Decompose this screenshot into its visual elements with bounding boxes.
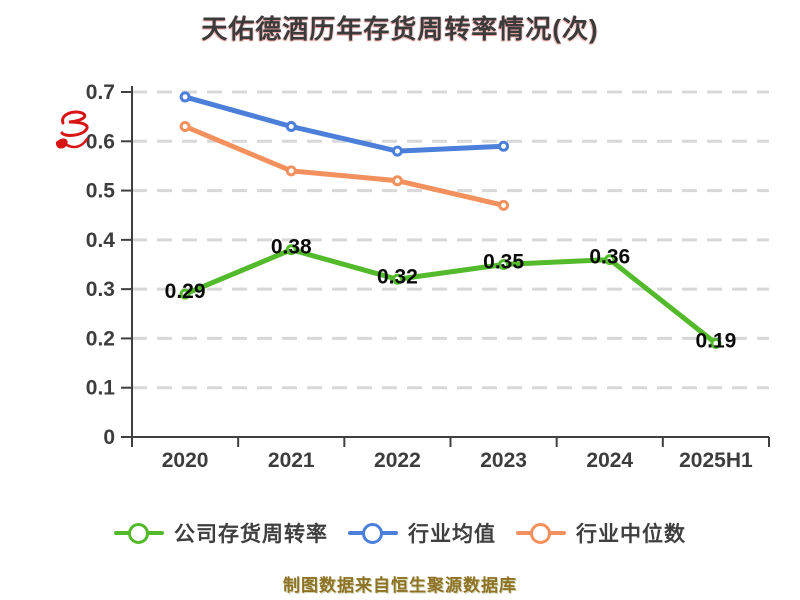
industry-median-point (285, 165, 297, 177)
data-point-label: 0.38 (271, 236, 312, 259)
legend-label: 公司存货周转率 (174, 523, 328, 546)
industry-median-line (182, 124, 507, 208)
red-scribble-watermark-icon (55, 110, 89, 149)
company-turnover-point (604, 254, 616, 266)
legend-item-industry-median[interactable]: 行业中位数 (516, 518, 686, 548)
legend-label: 行业中位数 (576, 523, 686, 546)
data-point-label: 0.32 (377, 265, 418, 288)
data-point-label: 0.36 (589, 246, 630, 269)
chart-legend: 公司存货周转率 行业均值 行业中位数 (0, 518, 800, 548)
y-axis-label: 0.2 (86, 327, 115, 350)
company-turnover-point (179, 288, 191, 300)
line-chart: 0 0.1 0.2 0.3 0.4 0.5 0.6 0.7 2020 2021 2022 2023 20… (86, 81, 770, 472)
y-axis-label: 0.4 (86, 229, 116, 252)
y-axis-label: 0 (103, 426, 115, 449)
y-axis-label: 0.6 (86, 130, 115, 153)
data-point-label: 0.35 (483, 251, 524, 274)
line-dot-marker-icon (516, 522, 566, 544)
industry-average-point (391, 145, 403, 157)
legend-item-industry-average[interactable]: 行业均值 (348, 518, 496, 548)
line-dot-marker-icon (348, 522, 398, 544)
data-source-note: 制图数据来自恒生聚源数据库 (283, 576, 517, 595)
legend-label: 行业均值 (408, 523, 496, 546)
data-point-label: 0.29 (165, 280, 206, 303)
chart-title: 天佑德酒历年存货周转率情况(次) (201, 14, 599, 44)
y-axis-label: 0.1 (86, 377, 116, 400)
company-turnover-point (391, 273, 403, 285)
x-axis-label: 2024 (586, 449, 633, 472)
industry-median-point (498, 199, 510, 211)
y-axis-label: 0.3 (86, 278, 115, 301)
line-dot-marker-icon (114, 522, 164, 544)
y-axis-label: 0.7 (86, 81, 115, 104)
company-turnover-line (182, 247, 719, 346)
x-axis-label: 2021 (268, 449, 315, 472)
industry-average-point (285, 121, 297, 132)
x-axis-label: 2025H1 (679, 449, 753, 472)
data-point-label: 0.19 (695, 329, 736, 352)
company-turnover-point (710, 337, 722, 349)
industry-median-point (391, 175, 403, 187)
x-axis-label: 2020 (162, 449, 209, 472)
company-turnover-point (498, 259, 510, 270)
company-turnover-point (285, 244, 297, 256)
y-axis-label: 0.5 (86, 180, 116, 203)
industry-average-point (498, 140, 510, 152)
legend-item-company-turnover[interactable]: 公司存货周转率 (114, 518, 328, 548)
industry-median-point (179, 121, 191, 132)
industry-average-point (179, 91, 191, 103)
industry-average-line (182, 94, 507, 154)
x-axis-label: 2022 (374, 449, 421, 472)
x-axis-label: 2023 (480, 449, 527, 472)
